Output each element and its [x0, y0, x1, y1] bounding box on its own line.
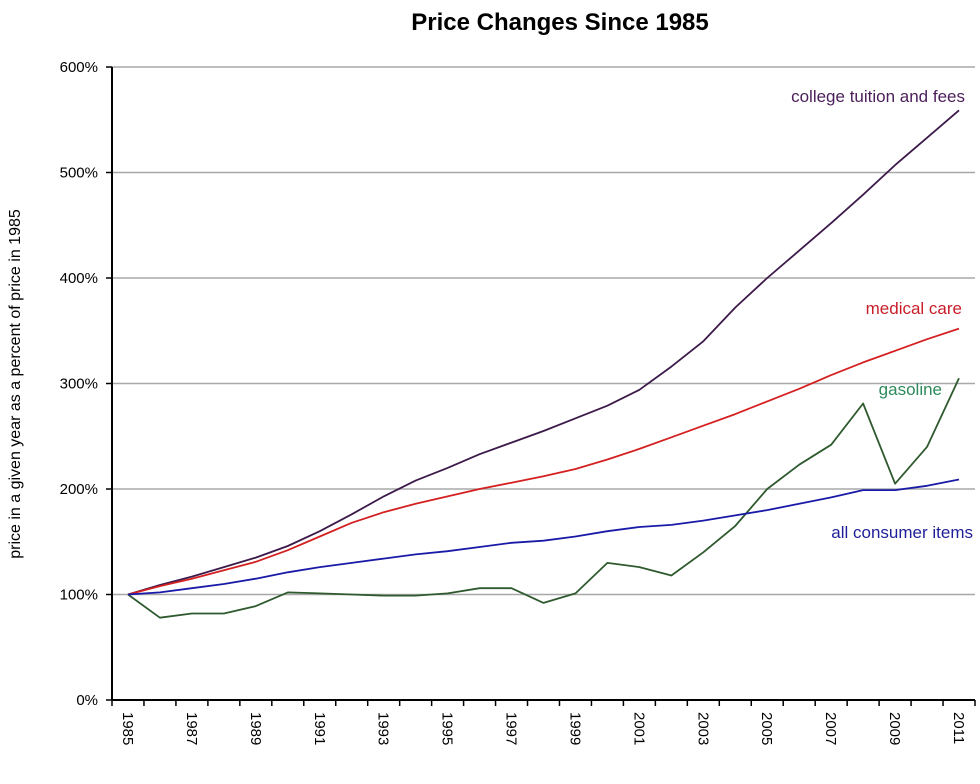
x-tick-label: 1987: [183, 712, 200, 745]
x-tick-label: 2005: [758, 712, 775, 745]
y-tick-label: 400%: [60, 270, 98, 287]
x-tick-label: 1997: [503, 712, 520, 745]
x-tick-label: 1989: [247, 712, 264, 745]
series-line-college-tuition-and-fees: [127, 109, 960, 596]
x-tick-label: 1991: [311, 712, 328, 745]
x-tick-label: 1999: [566, 712, 583, 745]
y-tick-label: 500%: [60, 165, 98, 182]
gridlines: [112, 66, 975, 596]
x-tick-label: 2009: [886, 712, 903, 745]
series-label-college-tuition-and-fees: college tuition and fees: [791, 87, 965, 106]
x-axis: 1985 1987 1989 1991 1993 1995 1997 1999 2001 2003…: [111, 699, 976, 745]
series-line-gasoline: [127, 377, 960, 619]
series-label-all-consumer-items: all consumer items: [831, 523, 973, 542]
y-tick-label: 300%: [60, 376, 98, 393]
x-tick-label: 2011: [950, 712, 967, 744]
x-tick-label: 1985: [119, 712, 136, 745]
x-tick-label: 2001: [630, 712, 647, 745]
series-label-medical-care: medical care: [866, 299, 962, 318]
y-tick-label: 600%: [60, 59, 98, 76]
y-axis-label: price in a given year as a percent of pr…: [7, 209, 24, 559]
series-label-gasoline: gasoline: [879, 380, 942, 399]
chart-title: Price Changes Since 1985: [411, 9, 709, 36]
x-tick-label: 1995: [439, 712, 456, 745]
series-line-all-consumer-items: [127, 478, 960, 596]
x-tick-label: 2007: [822, 712, 839, 745]
y-tick-label: 100%: [60, 587, 98, 604]
y-tick-label: 0%: [76, 692, 98, 709]
x-tick-label: 1993: [375, 712, 392, 745]
y-axis: 0% 100% 200% 300% 400% 500% 600%: [60, 59, 113, 709]
y-tick-label: 200%: [60, 481, 98, 498]
series-lines: [127, 109, 960, 619]
series-labels: college tuition and fees medical care gaso…: [791, 87, 973, 542]
series-line-medical-care: [127, 327, 960, 596]
x-tick-label: 2003: [694, 712, 711, 745]
